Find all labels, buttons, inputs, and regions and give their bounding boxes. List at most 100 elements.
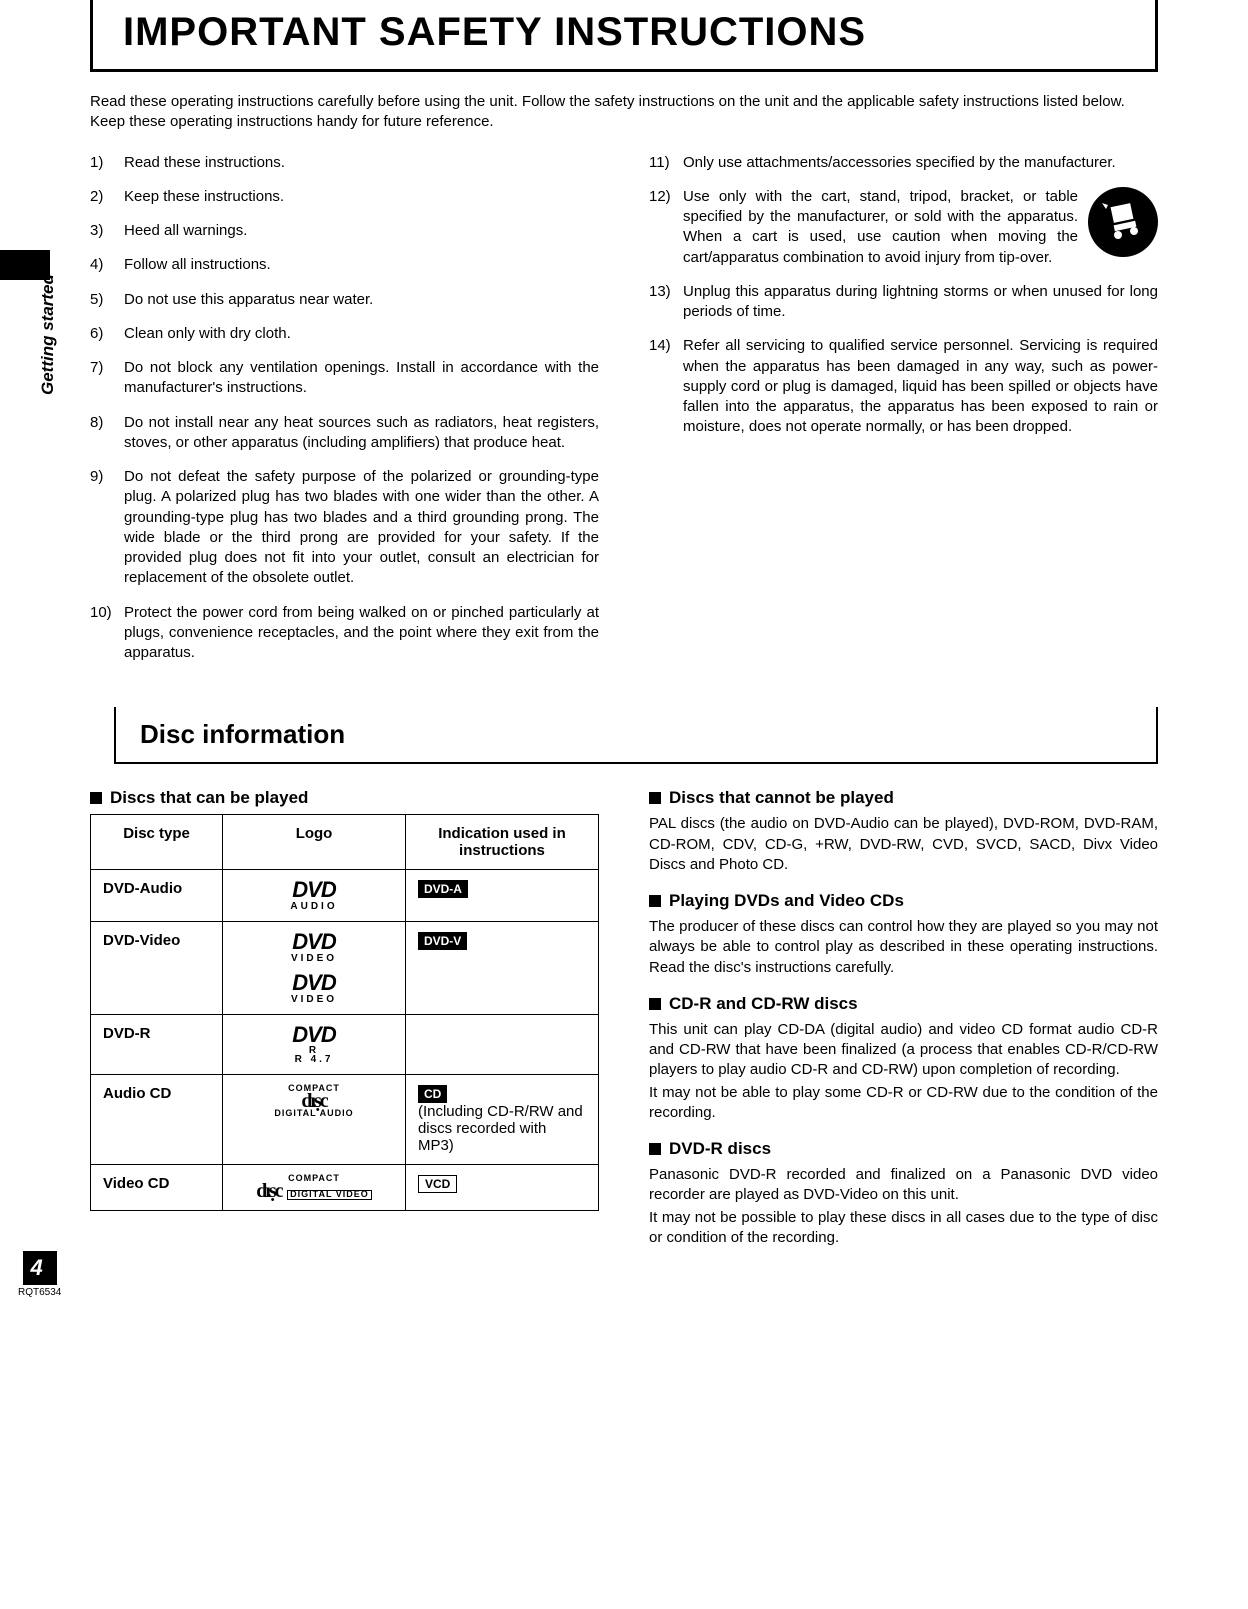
instruction-text: Unplug this apparatus during lightning s…: [683, 282, 1158, 323]
playing-heading: Playing DVDs and Video CDs: [649, 891, 1158, 911]
cart-tip-over-icon: [1088, 187, 1158, 257]
not-played-heading: Discs that cannot be played: [649, 788, 1158, 808]
cell-logo: DVD VIDEO DVD VIDEO: [223, 922, 406, 1015]
instruction-item: 14)Refer all servicing to qualified serv…: [649, 336, 1158, 437]
instruction-item: 8)Do not install near any heat sources s…: [90, 413, 599, 454]
instruction-text: Do not install near any heat sources suc…: [124, 413, 599, 454]
disc-columns: Discs that can be played Disc type Logo …: [90, 788, 1158, 1264]
cell-type: Video CD: [91, 1165, 223, 1211]
th-disc-type: Disc type: [91, 815, 223, 870]
instruction-item: 1)Read these instructions.: [90, 153, 599, 173]
page-title: IMPORTANT SAFETY INSTRUCTIONS: [123, 10, 1125, 55]
instruction-text: Refer all servicing to qualified service…: [683, 336, 1158, 437]
page-number-value: 4: [23, 1251, 57, 1285]
instruction-number: 13): [649, 282, 683, 323]
left-column: 1)Read these instructions.2)Keep these i…: [90, 153, 599, 678]
cell-type: Audio CD: [91, 1075, 223, 1165]
cell-logo: DVD AUDIO: [223, 870, 406, 922]
dvdr-text-1: Panasonic DVD-R recorded and finalized o…: [649, 1165, 1158, 1206]
played-heading: Discs that can be played: [90, 788, 599, 808]
instruction-text: Use only with the cart, stand, tripod, b…: [683, 187, 1078, 268]
instruction-number: 5): [90, 290, 124, 310]
instruction-item: 4)Follow all instructions.: [90, 255, 599, 275]
instruction-number: 12): [649, 187, 683, 268]
instruction-number: 6): [90, 324, 124, 344]
playing-text: The producer of these discs can control …: [649, 917, 1158, 978]
doc-ref: RQT6534: [18, 1287, 61, 1298]
instruction-item: 9)Do not defeat the safety purpose of th…: [90, 467, 599, 589]
page: Getting started IMPORTANT SAFETY INSTRUC…: [0, 0, 1248, 1304]
instruction-item: 10)Protect the power cord from being wal…: [90, 603, 599, 664]
compact-disc-logo: COMPACT dıṣc DIGITAL VIDEO: [235, 1175, 393, 1200]
instruction-text: Heed all warnings.: [124, 221, 599, 241]
instruction-number: 2): [90, 187, 124, 207]
instruction-item: 12)Use only with the cart, stand, tripod…: [649, 187, 1158, 268]
side-label: Getting started: [38, 274, 58, 395]
instruction-list-right: 11)Only use attachments/accessories spec…: [649, 153, 1158, 438]
instruction-text: Clean only with dry cloth.: [124, 324, 599, 344]
title-box: IMPORTANT SAFETY INSTRUCTIONS: [90, 0, 1158, 72]
cell-badge: DVD-V: [405, 922, 598, 1015]
cdr-heading: CD-R and CD-RW discs: [649, 994, 1158, 1014]
instruction-number: 14): [649, 336, 683, 437]
cell-type: DVD-R: [91, 1014, 223, 1075]
instruction-item: 13)Unplug this apparatus during lightnin…: [649, 282, 1158, 323]
instruction-number: 7): [90, 358, 124, 399]
th-indication: Indication used in instructions: [405, 815, 598, 870]
instruction-number: 10): [90, 603, 124, 664]
instruction-text: Follow all instructions.: [124, 255, 599, 275]
instruction-text: Read these instructions.: [124, 153, 599, 173]
instruction-item: 3)Heed all warnings.: [90, 221, 599, 241]
instruction-number: 3): [90, 221, 124, 241]
instruction-item: 2)Keep these instructions.: [90, 187, 599, 207]
dvd-logo: DVD R R 4.7: [235, 1025, 393, 1065]
th-logo: Logo: [223, 815, 406, 870]
instruction-text: Only use attachments/accessories specifi…: [683, 153, 1158, 173]
instruction-number: 1): [90, 153, 124, 173]
cell-badge: CD (Including CD-R/RW and discs recorded…: [405, 1075, 598, 1165]
row-dvd-r: DVD-R DVD R R 4.7: [91, 1014, 599, 1075]
cell-badge: [405, 1014, 598, 1075]
instructions-columns: 1)Read these instructions.2)Keep these i…: [90, 153, 1158, 678]
cell-logo: DVD R R 4.7: [223, 1014, 406, 1075]
disc-left: Discs that can be played Disc type Logo …: [90, 788, 599, 1264]
intro-paragraph: Read these operating instructions carefu…: [90, 92, 1158, 133]
row-dvd-video: DVD-Video DVD VIDEO DVD VIDEO DVD-V: [91, 922, 599, 1015]
compact-disc-logo: COMPACT dıṣc DIGITAL AUDIO: [235, 1085, 393, 1117]
instruction-text: Do not defeat the safety purpose of the …: [124, 467, 599, 589]
cell-badge: VCD: [405, 1165, 598, 1211]
right-column: 11)Only use attachments/accessories spec…: [649, 153, 1158, 678]
instruction-text: Do not use this apparatus near water.: [124, 290, 599, 310]
page-number: 4 RQT6534: [18, 1251, 61, 1298]
instruction-number: 9): [90, 467, 124, 589]
instruction-number: 8): [90, 413, 124, 454]
cdr-text-2: It may not be able to play some CD-R or …: [649, 1083, 1158, 1124]
instruction-text: Do not block any ventilation openings. I…: [124, 358, 599, 399]
instruction-number: 4): [90, 255, 124, 275]
disc-right: Discs that cannot be played PAL discs (t…: [649, 788, 1158, 1264]
disc-table: Disc type Logo Indication used in instru…: [90, 814, 599, 1211]
cdr-text-1: This unit can play CD-DA (digital audio)…: [649, 1020, 1158, 1081]
cell-badge: DVD-A: [405, 870, 598, 922]
dvd-logo: DVD AUDIO: [235, 880, 393, 911]
instruction-item: 7)Do not block any ventilation openings.…: [90, 358, 599, 399]
cell-type: DVD-Audio: [91, 870, 223, 922]
dvdr-text-2: It may not be possible to play these dis…: [649, 1208, 1158, 1249]
instruction-item: 6)Clean only with dry cloth.: [90, 324, 599, 344]
instruction-text: Keep these instructions.: [124, 187, 599, 207]
dvd-logo: DVD VIDEO: [235, 932, 393, 963]
instruction-item: 5)Do not use this apparatus near water.: [90, 290, 599, 310]
cell-type: DVD-Video: [91, 922, 223, 1015]
row-audio-cd: Audio CD COMPACT dıṣc DIGITAL AUDIO CD (…: [91, 1075, 599, 1165]
instruction-item: 11)Only use attachments/accessories spec…: [649, 153, 1158, 173]
cell-logo: COMPACT dıṣc DIGITAL AUDIO: [223, 1075, 406, 1165]
instruction-list-left: 1)Read these instructions.2)Keep these i…: [90, 153, 599, 664]
dvdr-heading: DVD-R discs: [649, 1139, 1158, 1159]
instruction-text: Protect the power cord from being walked…: [124, 603, 599, 664]
instruction-number: 11): [649, 153, 683, 173]
row-dvd-audio: DVD-Audio DVD AUDIO DVD-A: [91, 870, 599, 922]
section-title: Disc information: [140, 719, 1132, 750]
dvd-logo: DVD VIDEO: [235, 973, 393, 1004]
cell-extra: (Including CD-R/RW and discs recorded wi…: [418, 1103, 583, 1154]
not-played-text: PAL discs (the audio on DVD-Audio can be…: [649, 814, 1158, 875]
